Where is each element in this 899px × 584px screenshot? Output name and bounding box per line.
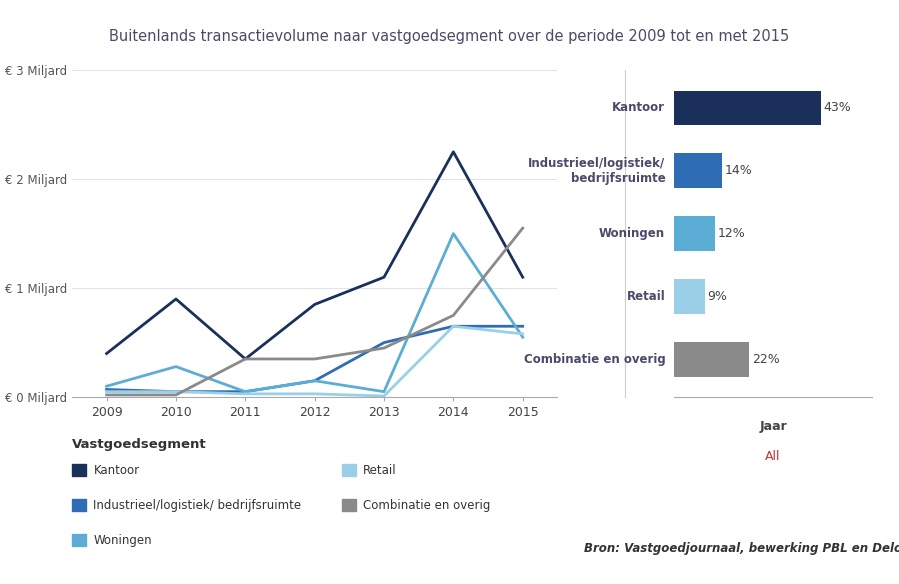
- Text: Combinatie en overig: Combinatie en overig: [523, 353, 665, 366]
- Bar: [674, 342, 749, 377]
- Text: 22%: 22%: [752, 353, 779, 366]
- Text: Industrieel/logistiek/
bedrijfsruimte: Industrieel/logistiek/ bedrijfsruimte: [528, 157, 665, 185]
- Text: Retail: Retail: [363, 464, 396, 477]
- Text: Combinatie en overig: Combinatie en overig: [363, 499, 491, 512]
- Text: 9%: 9%: [708, 290, 727, 303]
- Bar: [674, 91, 821, 125]
- Text: 12%: 12%: [718, 227, 745, 240]
- Bar: [674, 279, 705, 314]
- Text: Kantoor: Kantoor: [612, 101, 665, 114]
- Text: All: All: [765, 450, 781, 463]
- Text: Jaar: Jaar: [760, 420, 787, 433]
- Text: Woningen: Woningen: [599, 227, 665, 240]
- Bar: [674, 154, 722, 188]
- Text: Vastgoedsegment: Vastgoedsegment: [72, 438, 207, 451]
- Text: Industrieel/logistiek/ bedrijfsruimte: Industrieel/logistiek/ bedrijfsruimte: [93, 499, 302, 512]
- Text: Bron: Vastgoedjournaal, bewerking PBL en Deloitte.: Bron: Vastgoedjournaal, bewerking PBL en…: [584, 542, 899, 555]
- Bar: [674, 216, 716, 251]
- Text: Buitenlands transactievolume naar vastgoedsegment over de periode 2009 tot en me: Buitenlands transactievolume naar vastgo…: [110, 29, 789, 44]
- Text: Woningen: Woningen: [93, 534, 152, 547]
- Text: Retail: Retail: [627, 290, 665, 303]
- Text: 14%: 14%: [725, 164, 752, 177]
- Text: Kantoor: Kantoor: [93, 464, 139, 477]
- Text: 43%: 43%: [823, 101, 851, 114]
